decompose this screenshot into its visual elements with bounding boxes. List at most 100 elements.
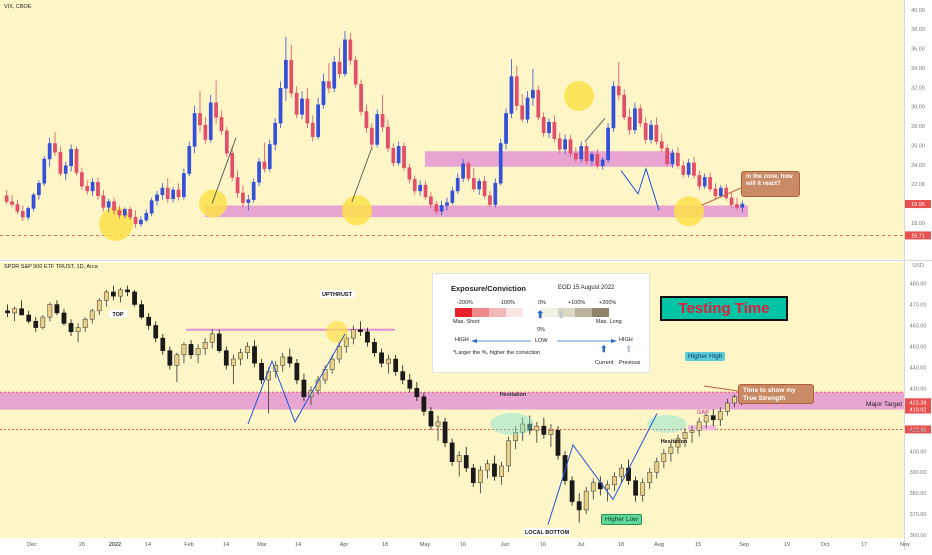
vix-candle [407,167,412,180]
vix-blue-arrow [620,167,660,211]
max-long-label: Max. Long [596,319,622,325]
vix-candle [337,61,342,74]
x-tick-label: Nov [900,542,910,548]
spy-candle [146,316,152,326]
higher-low-label: Higher Low [601,514,642,525]
scale-swatch-max-long [592,308,609,317]
vix-tick-label: 19.95 [911,202,925,208]
upthrust-label: UPTHRUST [322,292,353,298]
exposure-conviction-legend: Exposure/Conviction EOD 15 August 2022 -… [432,273,650,373]
spy-candle [499,465,504,477]
spy-candle [82,318,88,328]
vix-candle [541,117,546,134]
top-label-bg [109,310,127,318]
spy-wave-recovery [547,413,658,525]
spy-candle [675,438,681,448]
spy-tick-label: 360.00 [910,533,927,539]
scale-label-minus-200: -200% [457,300,473,306]
spy-candle [449,442,455,462]
major-target-label: Major Target [866,401,902,408]
vix-candle [117,210,122,216]
vix-candle [568,139,573,154]
scale-swatch-max-short [455,308,472,317]
vix-tick-label: 24.00 [911,163,925,169]
vix-candle [622,94,627,118]
spy-wave-upthrust [247,333,346,425]
vix-title: VIX, CBOE [4,4,32,10]
scale-label-zero: 0% [538,300,546,306]
vix-tick-label: 32.00 [911,85,925,91]
vix-candle [289,59,294,94]
vix-candle [692,162,696,176]
spy-candle [47,304,53,318]
x-tick-label: 17 [861,542,867,548]
x-tick-label: Sep [739,542,749,548]
x-tick-label: 15 [695,542,701,548]
vix-candle [15,204,20,212]
vix-candle [402,146,406,168]
high-left-label: HIGH [455,337,469,343]
vix-candle [4,195,9,202]
spy-tick-label: 450.00 [910,344,927,350]
spy-candle [125,289,130,293]
current-arrow-icon: ⬆ [536,310,545,321]
spy-candle [386,358,391,364]
spy-candle [216,333,222,351]
vix-candle [386,126,390,149]
top-label: TOP [112,312,124,318]
vix-candle [359,84,363,112]
vix-high-highlight [564,80,594,111]
vix-candle [536,89,541,118]
previous-label: Previous [619,360,641,366]
vix-candle [96,181,100,197]
scale-label-plus-200: +200% [599,300,617,306]
vix-arrow-3 [584,117,606,142]
vix-candle [85,185,90,192]
vix-candle [654,124,659,142]
legend-title: Exposure/Conviction [451,284,527,293]
vix-candle [69,149,73,167]
vix-candle [63,165,68,174]
vix-price-tag [905,231,931,240]
spy-candle [89,310,95,320]
spy-candle [61,312,67,324]
vix-candle [294,92,299,115]
spy-candle [111,291,116,297]
spy-candle [605,484,610,490]
vix-candle [176,189,181,198]
vix-candle [552,121,557,139]
local-bottom-label: LOCAL BOTTOM [525,530,570,536]
in-the-zone-note: in the zone, how will it react? [741,171,800,197]
spy-candle [732,396,737,404]
spy-candle [470,467,476,483]
scale-label-plus-100: +100% [568,300,586,306]
vix-candle [182,173,186,198]
x-tick-label: 2022 [109,542,121,548]
x-tick-label: May [420,542,431,548]
vix-candle [595,153,600,167]
spy-candle [181,344,187,356]
spy-tick-label: 480.00 [910,282,927,288]
vix-low-highlight-2 [199,189,227,218]
vix-candle [665,148,670,165]
vix-candle [477,181,482,190]
vix-candle [466,163,471,179]
vix-tick-label: 30.00 [911,105,925,111]
vix-candle [10,201,14,205]
spy-candle [238,352,243,360]
arrowhead-left-icon [471,339,477,343]
spy-candle [492,463,497,477]
vix-candle [343,39,347,74]
scale-swatch-light-short [489,308,506,317]
spy-candle [477,469,483,483]
spy-candle [19,308,25,316]
higher-high-label: Higher High [685,352,726,361]
spy-candle [5,310,10,314]
vix-low-highlight-1 [99,206,133,241]
legend-conviction-arrows [471,339,617,343]
vix-candle [670,152,675,165]
vix-candle [364,111,369,129]
vix-candle [128,209,133,218]
vix-candle [611,86,616,129]
